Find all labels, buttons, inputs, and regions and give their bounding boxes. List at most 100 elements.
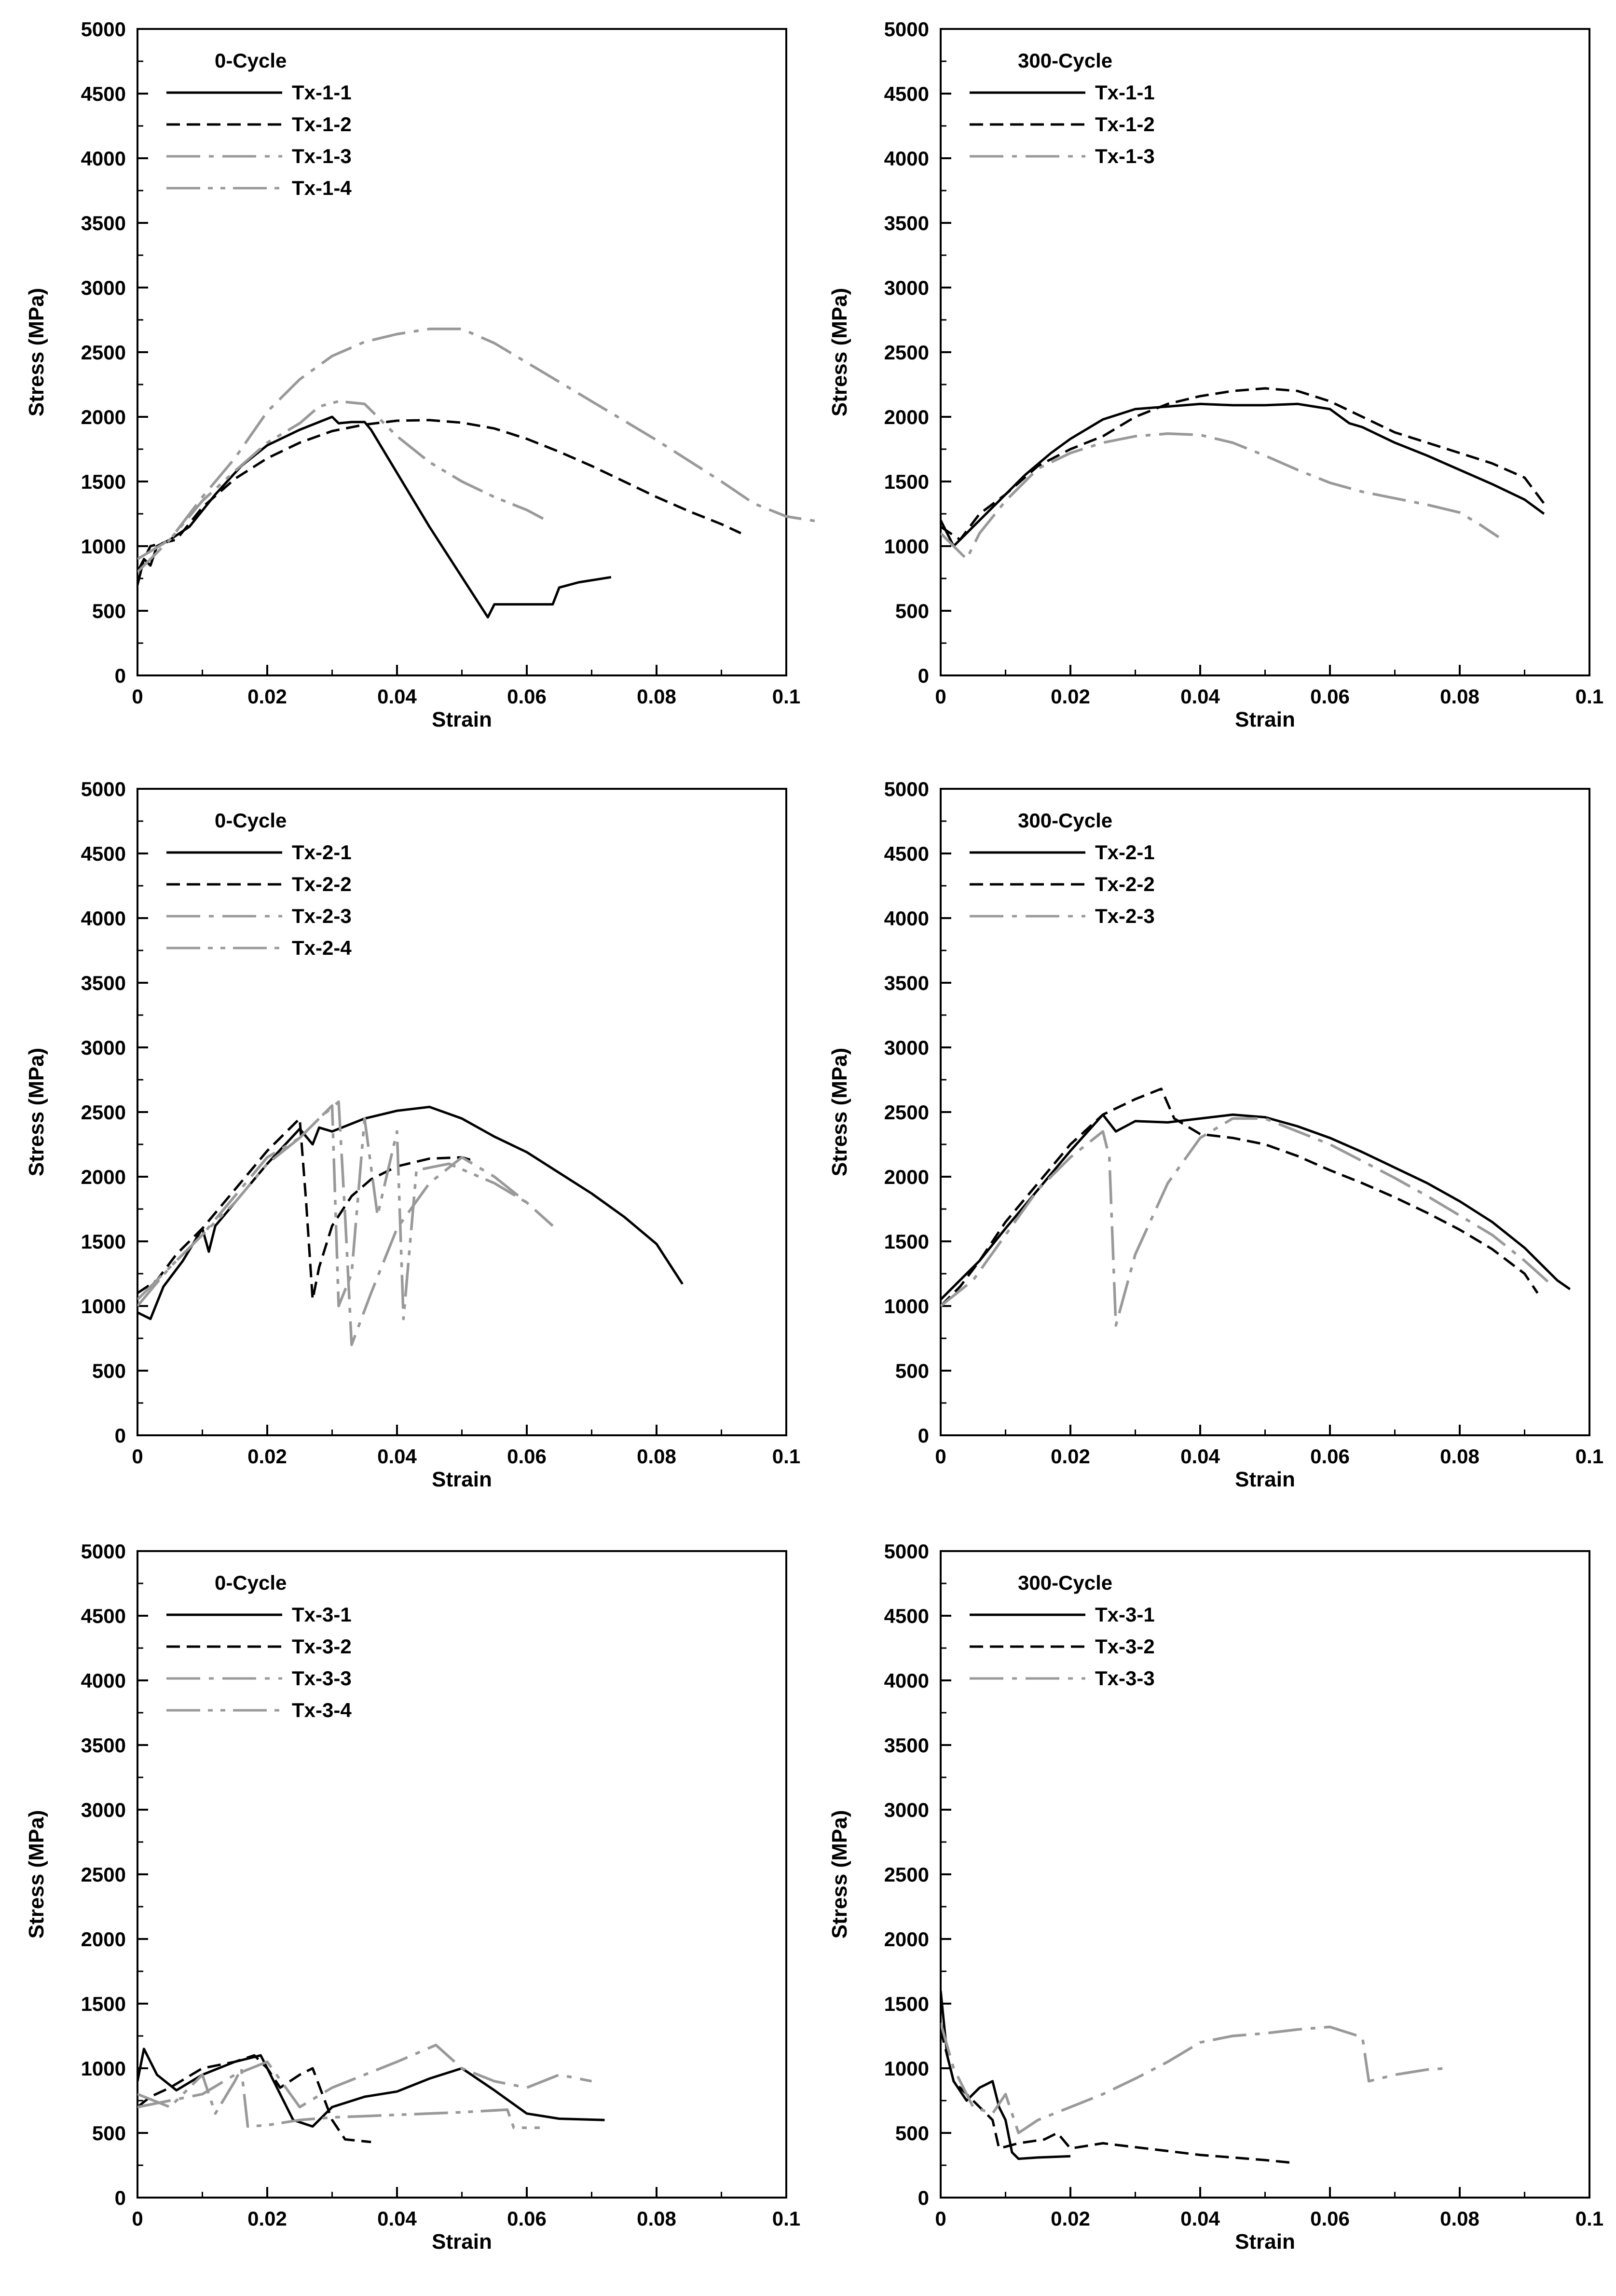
series-line-tx-2-2 bbox=[137, 1117, 476, 1301]
y-tick-label: 1000 bbox=[81, 535, 126, 558]
chart-panel-2: 0 500 1000 1500 2000 2500 3000 3500 4000 4500 5000… bbox=[828, 18, 1603, 731]
y-tick-label: 3000 bbox=[884, 276, 929, 299]
y-tick-label: 4500 bbox=[81, 1605, 126, 1627]
y-axis-title: Stress (MPa) bbox=[828, 288, 851, 417]
x-tick-label: 0.1 bbox=[1575, 2207, 1603, 2230]
x-axis-title: Strain bbox=[432, 1468, 492, 1491]
legend-label: Tx-2-2 bbox=[292, 873, 352, 895]
legend-label: Tx-3-1 bbox=[1095, 1603, 1155, 1626]
legend-label: Tx-1-3 bbox=[1095, 145, 1155, 167]
x-axis-title: Strain bbox=[1235, 708, 1295, 731]
x-tick-label: 0.04 bbox=[1180, 685, 1220, 708]
x-tick-label: 0.08 bbox=[637, 1445, 676, 1468]
y-tick-label: 3500 bbox=[884, 1734, 929, 1757]
plot-frame bbox=[940, 28, 1590, 676]
legend-title: 0-Cycle bbox=[215, 809, 287, 832]
y-tick-label: 2000 bbox=[81, 406, 126, 428]
x-tick-label: 0.04 bbox=[377, 1445, 417, 1468]
y-axis-title: Stress (MPa) bbox=[828, 1048, 851, 1177]
x-axis-title: Strain bbox=[1235, 2230, 1295, 2254]
series-group bbox=[137, 1100, 684, 1347]
series-group bbox=[137, 328, 819, 619]
y-tick-label: 4000 bbox=[884, 147, 929, 170]
y-tick-label: 1000 bbox=[884, 1295, 929, 1318]
y-tick-label: 3000 bbox=[884, 1799, 929, 1821]
x-tick-label: 0.06 bbox=[1310, 2207, 1350, 2230]
y-tick-label: 4500 bbox=[81, 842, 126, 865]
y-tick-label: 3500 bbox=[81, 1734, 126, 1757]
series-line-tx-3-4 bbox=[137, 2067, 540, 2130]
series-line-tx-2-3 bbox=[137, 1100, 554, 1347]
x-axis-title: Strain bbox=[1235, 1468, 1295, 1491]
y-axis-title: Stress (MPa) bbox=[25, 288, 48, 417]
y-tick-label: 2500 bbox=[81, 1863, 126, 1886]
y-tick-label: 4000 bbox=[884, 907, 929, 930]
y-tick-label: 1500 bbox=[884, 470, 929, 493]
y-tick-label: 2000 bbox=[884, 406, 929, 428]
y-tick-label: 5000 bbox=[884, 18, 929, 41]
y-tick-label: 1500 bbox=[884, 1230, 929, 1253]
x-tick-label: 0.04 bbox=[1180, 1445, 1220, 1468]
plot-frame bbox=[940, 1550, 1590, 2199]
legend-label: Tx-3-2 bbox=[1095, 1635, 1155, 1658]
x-tick-label: 0 bbox=[935, 685, 946, 708]
y-tick-label: 0 bbox=[115, 1424, 126, 1447]
y-tick-label: 0 bbox=[918, 2186, 929, 2209]
y-tick-label: 3500 bbox=[81, 212, 126, 234]
legend-title: 0-Cycle bbox=[215, 1571, 287, 1594]
series-line-tx-1-2 bbox=[137, 419, 741, 573]
legend-title: 300-Cycle bbox=[1018, 49, 1112, 72]
x-tick-label: 0.1 bbox=[1575, 685, 1603, 708]
y-tick-label: 1000 bbox=[884, 535, 929, 558]
y-tick-label: 2500 bbox=[81, 1101, 126, 1124]
y-tick-label: 5000 bbox=[884, 778, 929, 800]
y-tick-label: 3000 bbox=[81, 276, 126, 299]
series-group bbox=[137, 2044, 605, 2144]
legend-label: Tx-1-1 bbox=[292, 81, 352, 104]
x-tick-label: 0.1 bbox=[772, 685, 800, 708]
series-group bbox=[941, 1087, 1571, 1327]
x-tick-label: 0.1 bbox=[1575, 1445, 1603, 1468]
legend-label: Tx-2-4 bbox=[292, 936, 352, 959]
x-tick-label: 0.08 bbox=[1440, 685, 1479, 708]
x-tick-label: 0.08 bbox=[1440, 1445, 1479, 1468]
series-line-tx-1-3 bbox=[941, 432, 1500, 561]
y-tick-label: 3500 bbox=[81, 972, 126, 994]
y-tick-label: 0 bbox=[918, 664, 929, 687]
x-tick-label: 0.02 bbox=[1051, 1445, 1090, 1468]
x-tick-label: 0.04 bbox=[377, 2207, 417, 2230]
y-tick-label: 500 bbox=[895, 2122, 929, 2145]
y-tick-label: 1000 bbox=[81, 1295, 126, 1318]
chart-panel-6: 0 500 1000 1500 2000 2500 3000 3500 4000 4500 5000… bbox=[828, 1540, 1603, 2254]
y-tick-label: 5000 bbox=[81, 18, 126, 41]
y-tick-label: 1500 bbox=[81, 1993, 126, 2015]
x-tick-label: 0.02 bbox=[1051, 685, 1090, 708]
y-tick-label: 4000 bbox=[81, 907, 126, 930]
x-tick-label: 0.06 bbox=[507, 1445, 547, 1468]
y-tick-label: 500 bbox=[92, 600, 126, 622]
y-tick-label: 3000 bbox=[81, 1036, 126, 1059]
legend-label: Tx-1-4 bbox=[292, 177, 352, 199]
y-tick-label: 3000 bbox=[884, 1036, 929, 1059]
y-tick-label: 500 bbox=[92, 1360, 126, 1382]
y-tick-label: 2500 bbox=[884, 341, 929, 364]
x-tick-label: 0.02 bbox=[247, 1445, 287, 1468]
legend-label: Tx-1-3 bbox=[292, 145, 352, 167]
x-tick-label: 0.02 bbox=[247, 2207, 287, 2230]
legend-label: Tx-2-1 bbox=[1095, 841, 1155, 864]
series-line-tx-3-1 bbox=[941, 1990, 1071, 2160]
y-tick-label: 500 bbox=[895, 1360, 929, 1382]
legend-label: Tx-3-3 bbox=[1095, 1667, 1155, 1690]
y-tick-label: 2000 bbox=[81, 1166, 126, 1188]
x-tick-label: 0.02 bbox=[247, 685, 287, 708]
y-tick-label: 5000 bbox=[884, 1540, 929, 1563]
y-tick-label: 4000 bbox=[81, 1669, 126, 1692]
x-tick-label: 0 bbox=[935, 2207, 946, 2230]
x-tick-label: 0.06 bbox=[507, 685, 547, 708]
chart-panel-4: 0 500 1000 1500 2000 2500 3000 3500 4000 4500 5000… bbox=[828, 778, 1603, 1491]
x-tick-label: 0.08 bbox=[1440, 2207, 1479, 2230]
x-tick-label: 0.02 bbox=[1051, 2207, 1090, 2230]
y-tick-label: 1000 bbox=[81, 2057, 126, 2080]
series-line-tx-1-1 bbox=[941, 402, 1545, 548]
